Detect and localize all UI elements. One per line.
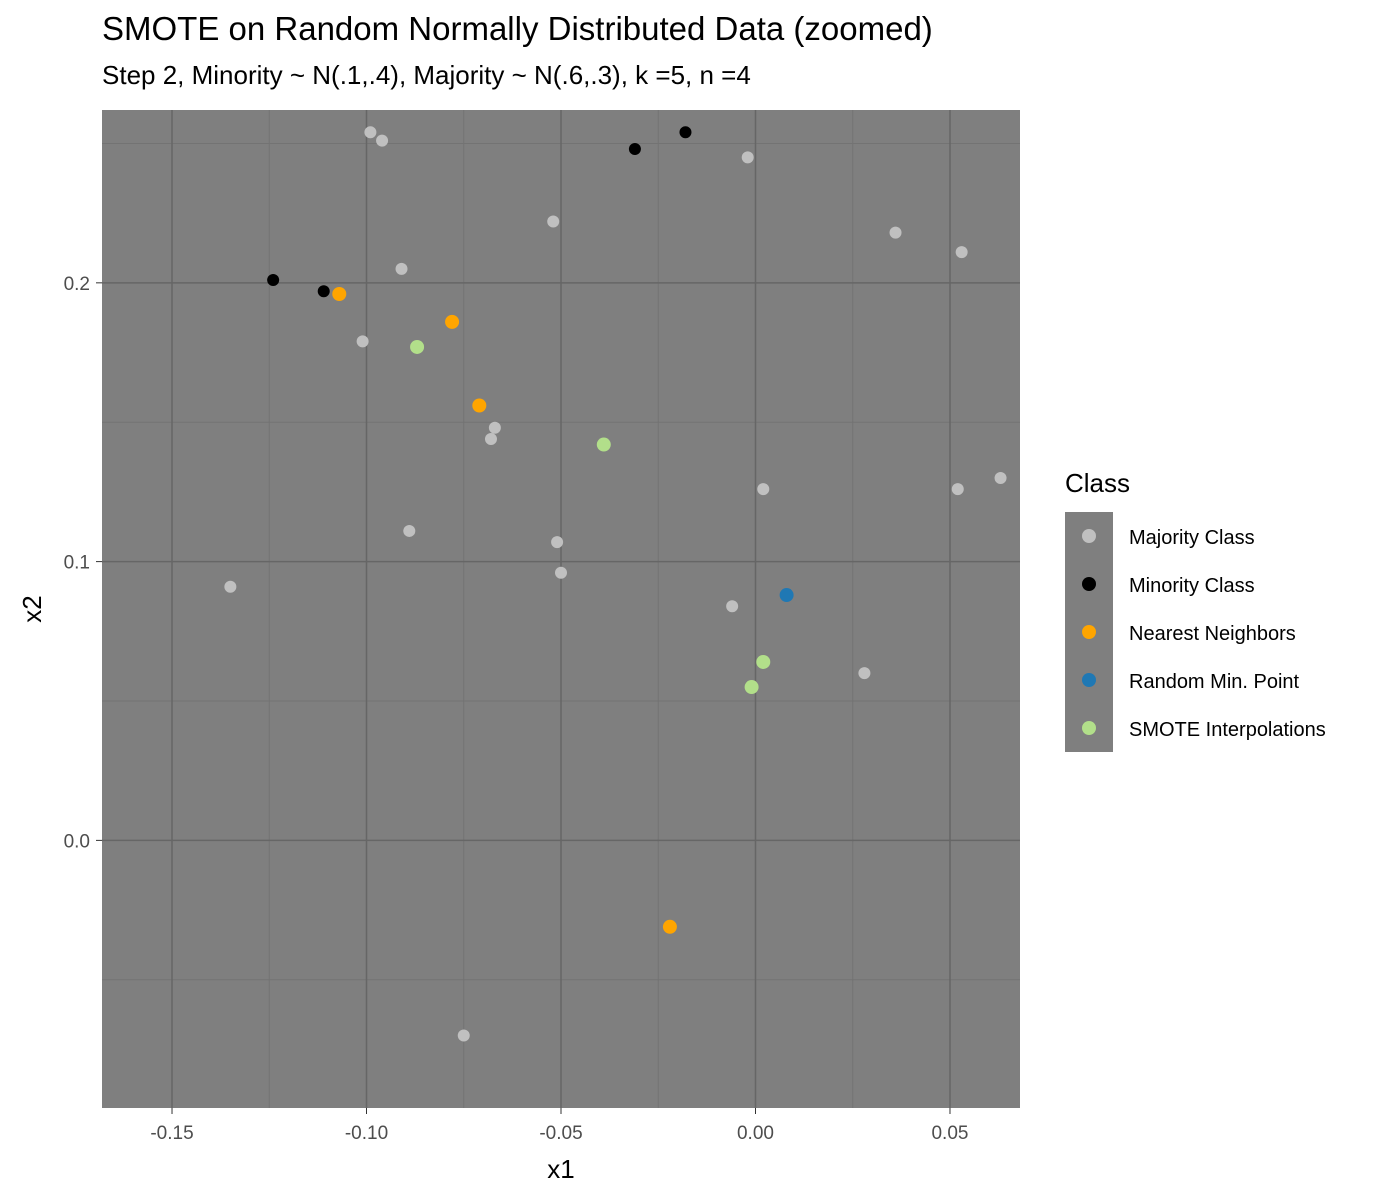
point-majority-class: [376, 134, 389, 147]
point-smote-interpolations: [410, 339, 425, 354]
grid-major: [102, 110, 1020, 1108]
point-nearest-neighbors: [662, 919, 677, 934]
legend-key-random-min-point: [1082, 673, 1096, 687]
axis-ticks: [96, 282, 951, 1114]
point-minority-class: [628, 143, 641, 156]
chart-subtitle: Step 2, Minority ~ N(.1,.4), Majority ~ …: [102, 60, 751, 90]
point-majority-class: [356, 335, 369, 348]
legend-key-minority-class: [1082, 577, 1096, 591]
legend-title: Class: [1065, 468, 1130, 498]
point-smote-interpolations: [744, 680, 759, 695]
point-minority-class: [679, 126, 692, 139]
chart-title: SMOTE on Random Normally Distributed Dat…: [102, 10, 933, 47]
x-tick-label: -0.10: [345, 1123, 388, 1144]
point-majority-class: [889, 226, 902, 239]
point-majority-class: [457, 1029, 470, 1042]
x-tick-label: 0.00: [737, 1123, 774, 1144]
point-majority-class: [955, 246, 968, 259]
point-smote-interpolations: [596, 437, 611, 452]
point-smote-interpolations: [756, 654, 771, 669]
point-majority-class: [403, 524, 416, 537]
points-layer: [224, 126, 1007, 1042]
y-tick-label: 0.2: [64, 274, 90, 295]
y-tick-label: 0.1: [64, 553, 90, 574]
point-nearest-neighbors: [472, 398, 487, 413]
point-majority-class: [488, 421, 501, 434]
legend-label-majority-class: Majority Class: [1129, 527, 1255, 549]
point-majority-class: [364, 126, 377, 139]
point-random-min-point: [779, 588, 794, 603]
x-tick-label: -0.15: [150, 1123, 193, 1144]
legend: Class Majority Class Minority Class Neares…: [1065, 468, 1326, 752]
point-majority-class: [551, 536, 564, 549]
point-majority-class: [395, 262, 408, 275]
legend-label-smote-interpolations: SMOTE Interpolations: [1129, 719, 1326, 741]
legend-label-minority-class: Minority Class: [1129, 575, 1255, 597]
point-majority-class: [224, 580, 237, 593]
point-nearest-neighbors: [332, 286, 347, 301]
point-majority-class: [994, 471, 1007, 484]
point-nearest-neighbors: [445, 314, 460, 329]
point-majority-class: [547, 215, 560, 228]
x-tick-label: -0.05: [539, 1123, 582, 1144]
legend-key-nearest-neighbors: [1082, 625, 1096, 639]
legend-items: Majority Class Minority Class Nearest Neig…: [1082, 527, 1326, 741]
point-majority-class: [741, 151, 754, 164]
legend-label-nearest-neighbors: Nearest Neighbors: [1129, 623, 1296, 645]
point-minority-class: [267, 274, 280, 287]
point-majority-class: [726, 600, 739, 613]
y-tick-label: 0.0: [64, 831, 90, 852]
legend-key-majority-class: [1082, 529, 1096, 543]
x-tick-label: 0.05: [931, 1123, 968, 1144]
point-minority-class: [317, 285, 330, 298]
legend-key-smote-interpolations: [1082, 721, 1096, 735]
point-majority-class: [858, 667, 871, 680]
point-majority-class: [555, 566, 567, 579]
point-majority-class: [951, 483, 964, 496]
tick-labels: -0.15 -0.10 -0.05 0.00 0.05 0.0 0.1 0.2: [64, 274, 969, 1144]
x-axis-title: x1: [547, 1154, 574, 1184]
point-majority-class: [757, 483, 770, 496]
point-majority-class: [484, 432, 497, 445]
y-axis-title: x2: [17, 595, 47, 622]
legend-label-random-min-point: Random Min. Point: [1129, 671, 1300, 693]
